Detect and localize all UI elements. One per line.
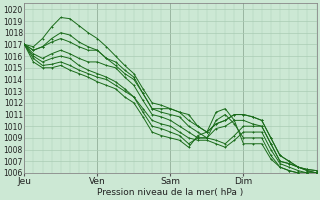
X-axis label: Pression niveau de la mer( hPa ): Pression niveau de la mer( hPa ) xyxy=(97,188,244,197)
